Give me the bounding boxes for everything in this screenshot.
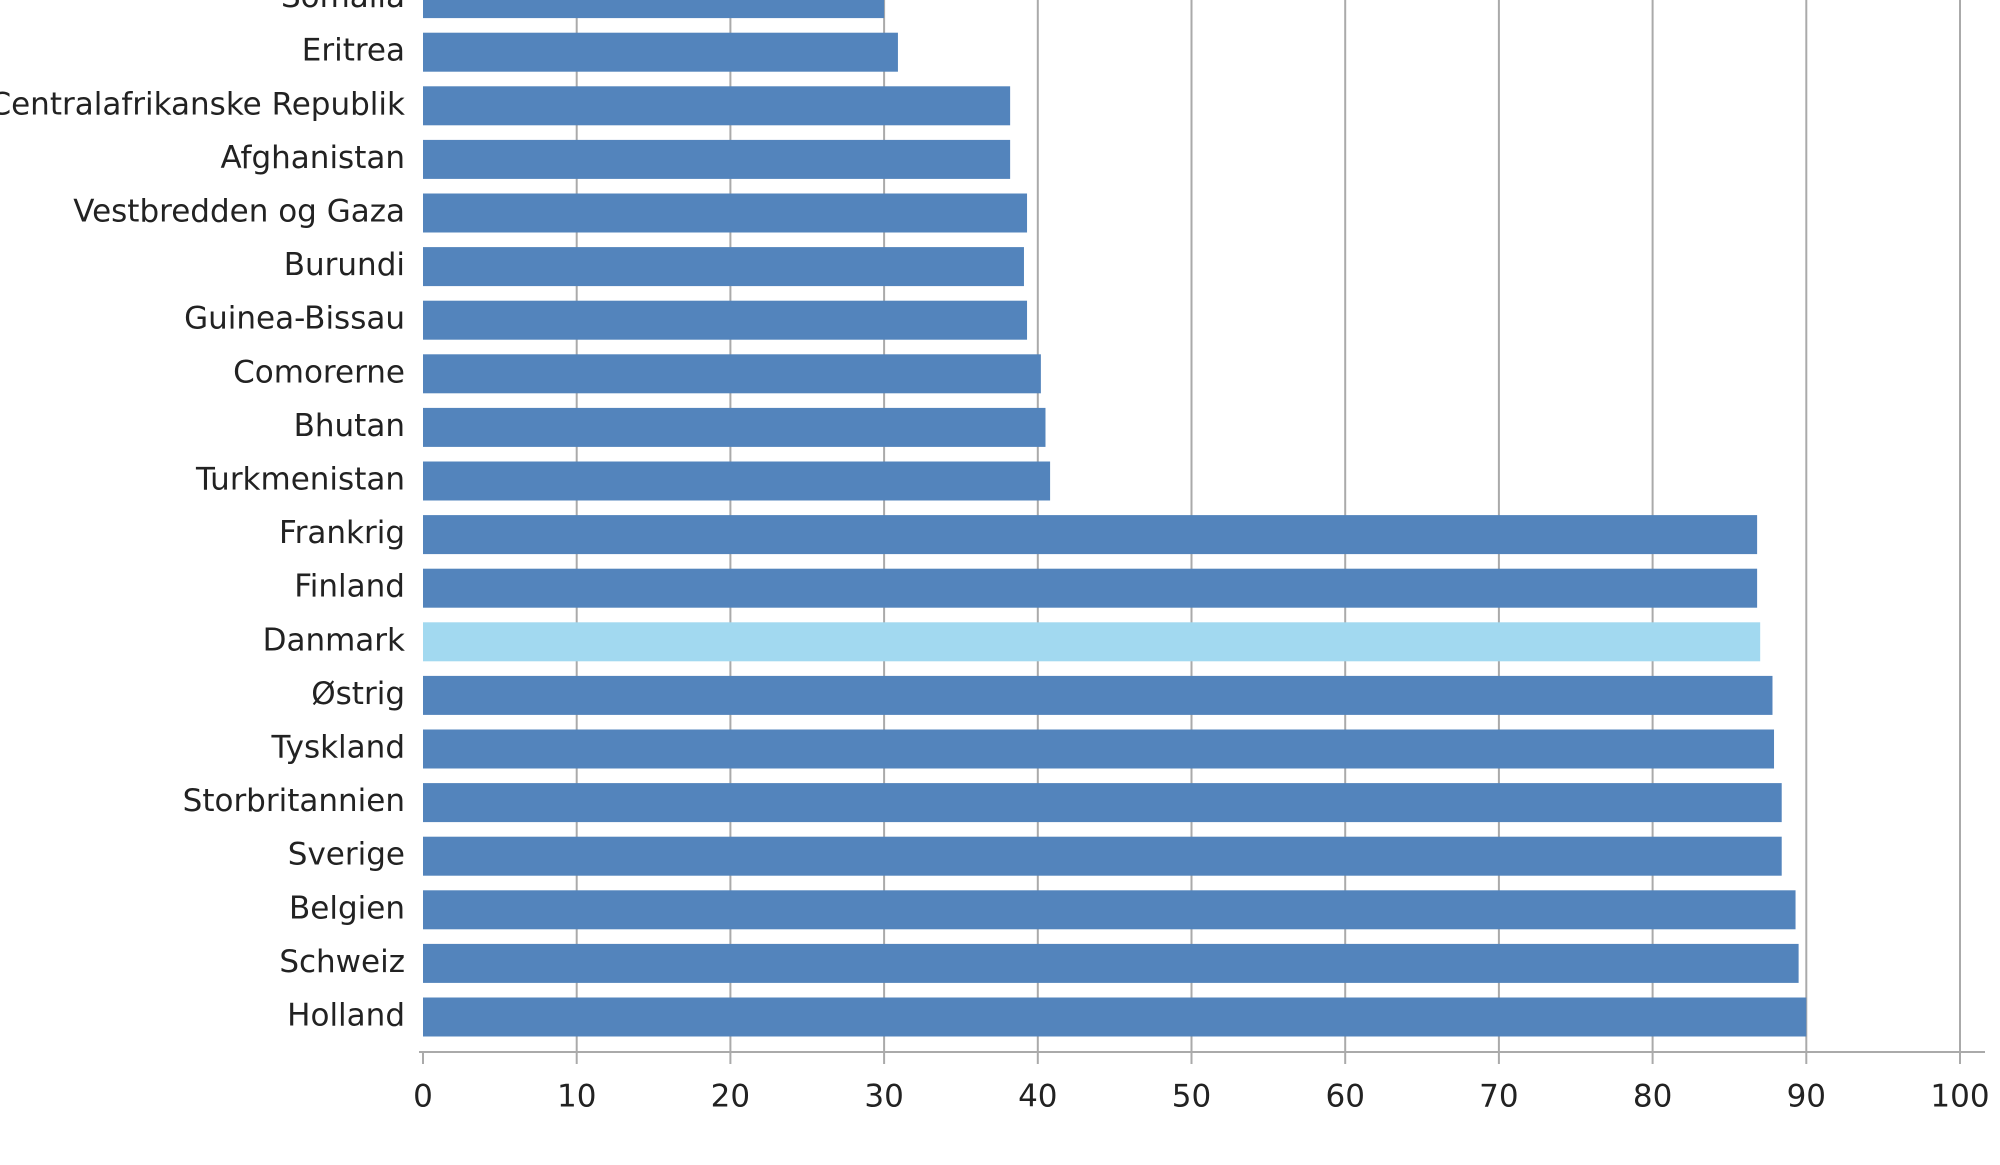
x-tick-label: 80 — [1633, 1079, 1672, 1115]
y-tick-label: Storbritannien — [183, 783, 405, 819]
y-tick-label: Afghanistan — [220, 140, 405, 176]
x-tick-label: 10 — [557, 1079, 596, 1115]
x-tick-label: 20 — [711, 1079, 750, 1115]
y-tick-label: Vestbredden og Gaza — [73, 194, 405, 230]
bar — [423, 247, 1024, 287]
bar — [423, 407, 1046, 447]
bar — [423, 783, 1782, 823]
bar — [423, 0, 885, 19]
bar — [423, 675, 1773, 715]
x-tick-label: 30 — [864, 1079, 903, 1115]
x-tick-label: 60 — [1325, 1079, 1364, 1115]
bar — [423, 836, 1782, 876]
bar — [423, 515, 1758, 555]
y-tick-label: Eritrea — [302, 33, 405, 69]
bar — [423, 568, 1758, 608]
bar — [423, 354, 1041, 394]
x-tick-label: 100 — [1930, 1079, 1989, 1115]
y-tick-label: Sverige — [288, 837, 405, 873]
y-tick-label: Burundi — [284, 247, 405, 283]
y-tick-label: Centralafrikanske Republik — [0, 86, 405, 122]
x-tick-label: 50 — [1172, 1079, 1211, 1115]
y-tick-label: Finland — [294, 569, 405, 605]
bar — [423, 997, 1807, 1037]
bar — [423, 943, 1799, 983]
y-tick-label: Belgien — [289, 890, 405, 926]
y-tick-label: Frankrig — [279, 515, 405, 551]
bar — [423, 193, 1028, 233]
y-tick-label: Bhutan — [294, 408, 405, 444]
y-tick-label: Holland — [287, 998, 405, 1034]
y-tick-label: Østrig — [311, 676, 405, 712]
y-tick-label: Somalia — [281, 0, 405, 15]
x-tick-label: 70 — [1479, 1079, 1518, 1115]
x-tick-label: 40 — [1018, 1079, 1057, 1115]
bar — [423, 32, 898, 72]
y-tick-label: Guinea-Bissau — [184, 301, 405, 337]
x-tick-label: 0 — [413, 1079, 433, 1115]
bar — [423, 86, 1011, 126]
bar — [423, 622, 1761, 662]
y-tick-label: Comorerne — [233, 354, 405, 390]
y-tick-label: Tyskland — [271, 730, 406, 766]
y-tick-label: Danmark — [263, 622, 405, 658]
y-tick-label: Turkmenistan — [195, 462, 405, 498]
bar — [423, 300, 1028, 340]
bar — [423, 890, 1796, 930]
y-tick-label: Schweiz — [279, 944, 405, 980]
bar — [423, 461, 1051, 501]
x-tick-label: 90 — [1787, 1079, 1826, 1115]
bar — [423, 729, 1775, 769]
bar — [423, 139, 1011, 179]
